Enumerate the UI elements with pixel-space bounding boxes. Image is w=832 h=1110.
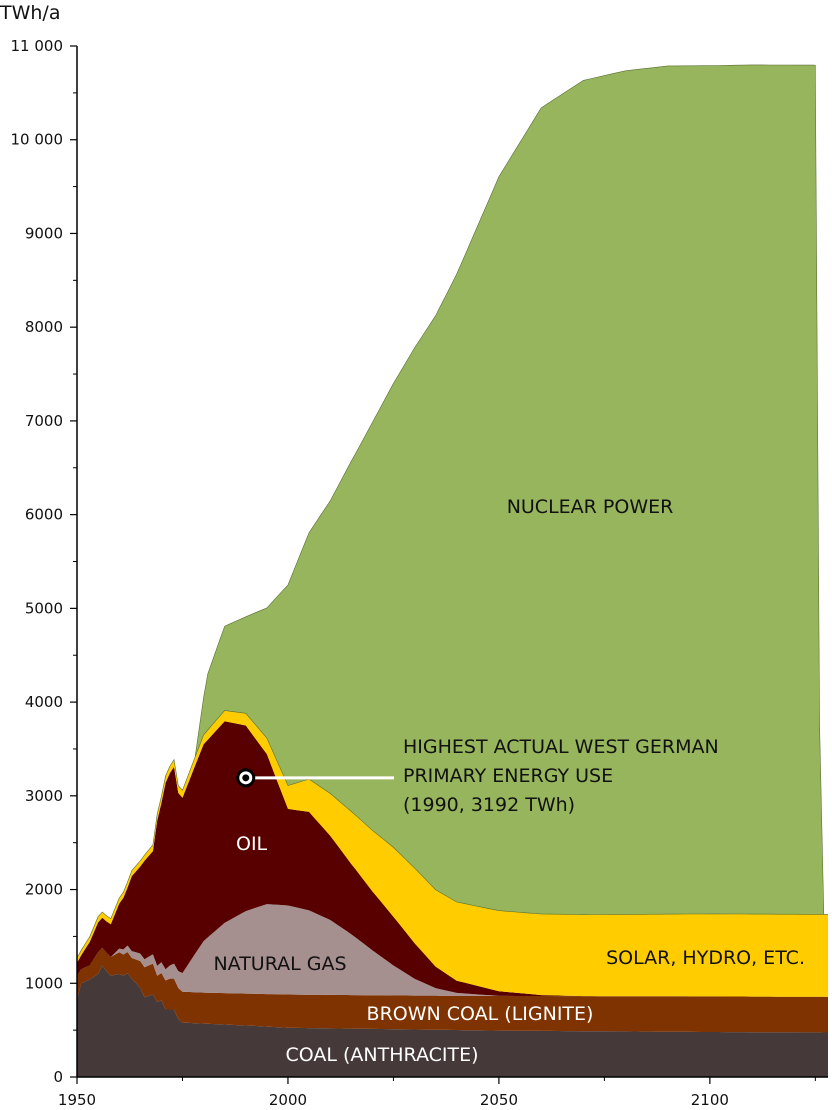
series-label-5: NUCLEAR POWER (507, 496, 674, 518)
y-tick-label: 5000 (25, 599, 63, 617)
area-series-3 (77, 721, 828, 997)
x-ticks: 1950 2000 2050 2100 (58, 1077, 816, 1109)
series-label-3: OIL (236, 833, 268, 855)
y-tick-label: 6000 (25, 506, 63, 524)
y-ticks: 0 1000 2000 3000 4000 5000 6000 7000 8000 9000 10 … (11, 37, 77, 1086)
annotation-marker-dot (242, 774, 250, 782)
y-tick-label: 11 000 (11, 37, 64, 55)
series-label-4: SOLAR, HYDRO, ETC. (606, 947, 805, 969)
x-tick-label: 1950 (58, 1091, 96, 1109)
area-series-0 (77, 965, 828, 1077)
x-tick-label: 2100 (691, 1091, 729, 1109)
area-series-5 (76, 64, 828, 959)
y-tick-label: 10 000 (11, 131, 64, 149)
annotation-text-line: (1990, 3192 TWh) (403, 794, 575, 816)
area-series-4 (77, 710, 828, 997)
y-tick-label: 2000 (25, 881, 63, 899)
series-label-0: COAL (ANTHRACITE) (285, 1044, 478, 1066)
series-label-1: BROWN COAL (LIGNITE) (367, 1003, 594, 1025)
area-series-2 (77, 904, 828, 997)
series-label-2: NATURAL GAS (213, 953, 346, 975)
y-tick-label: 3000 (25, 787, 63, 805)
y-axis-unit-label: TWh/a (0, 2, 60, 24)
peak-annotation: HIGHEST ACTUAL WEST GERMAN PRIMARY ENERGY… (236, 736, 719, 816)
y-tick-label: 8000 (25, 318, 63, 336)
annotation-text-line: HIGHEST ACTUAL WEST GERMAN (403, 736, 719, 758)
x-tick-label: 2000 (269, 1091, 307, 1109)
stacked-areas (76, 64, 828, 1077)
y-tick-label: 7000 (25, 412, 63, 430)
y-tick-label: 1000 (25, 974, 63, 992)
annotation-text-line: PRIMARY ENERGY USE (403, 765, 613, 787)
y-tick-label: 4000 (25, 693, 63, 711)
area-series-1 (77, 947, 828, 1033)
y-tick-label: 0 (53, 1068, 63, 1086)
y-tick-label: 9000 (25, 224, 63, 242)
series-labels: COAL (ANTHRACITE) BROWN COAL (LIGNITE) NAT… (213, 496, 805, 1066)
x-tick-label: 2050 (480, 1091, 518, 1109)
